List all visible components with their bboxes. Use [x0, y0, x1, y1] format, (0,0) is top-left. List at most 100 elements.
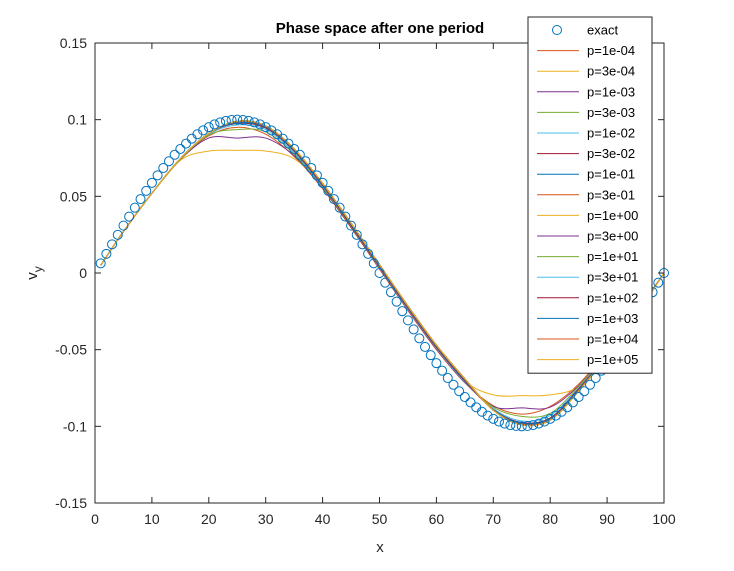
exact-marker — [300, 156, 311, 167]
exact-marker — [567, 397, 578, 408]
exact-marker — [237, 114, 248, 125]
exact-marker — [203, 122, 214, 133]
exact-marker — [334, 202, 345, 213]
exact-marker — [192, 129, 203, 140]
exact-marker — [129, 202, 140, 213]
exact-marker — [528, 420, 539, 431]
x-tick-label: 70 — [486, 511, 502, 527]
y-tick-label: 0.1 — [68, 112, 88, 128]
exact-marker — [118, 220, 129, 231]
exact-marker — [476, 406, 487, 417]
exact-marker — [425, 350, 436, 361]
exact-marker — [499, 418, 510, 429]
exact-marker — [340, 211, 351, 222]
exact-marker — [328, 194, 339, 205]
y-tick-label: 0 — [79, 265, 87, 281]
exact-marker — [243, 115, 254, 126]
legend-label-7: p=1e-01 — [587, 167, 635, 182]
x-tick-label: 20 — [201, 511, 217, 527]
exact-marker — [146, 177, 157, 188]
exact-marker — [141, 185, 152, 196]
exact-marker — [255, 119, 266, 130]
exact-marker — [516, 421, 527, 432]
exact-marker — [448, 379, 459, 390]
exact-marker — [431, 358, 442, 369]
legend-label-1: p=1e-04 — [587, 43, 635, 58]
legend-label-5: p=1e-02 — [587, 126, 635, 141]
x-tick-label: 60 — [429, 511, 445, 527]
exact-marker — [357, 239, 368, 250]
legend-label-8: p=3e-01 — [587, 187, 635, 202]
exact-marker — [266, 125, 277, 136]
exact-marker — [437, 365, 448, 376]
exact-marker — [368, 258, 379, 269]
exact-marker — [311, 170, 322, 181]
exact-marker — [573, 392, 584, 403]
x-tick-label: 0 — [91, 511, 99, 527]
y-axis-label-subscript: y — [31, 266, 45, 272]
exact-marker — [653, 277, 664, 288]
exact-marker — [465, 397, 476, 408]
series-line-16 — [100, 120, 665, 427]
exact-marker — [323, 185, 334, 196]
exact-marker — [397, 306, 408, 317]
exact-marker — [488, 413, 499, 424]
exact-marker — [414, 333, 425, 344]
x-tick-label: 40 — [315, 511, 331, 527]
legend-label-14: p=1e+03 — [587, 311, 638, 326]
exact-marker — [351, 229, 362, 240]
legend-label-13: p=1e+02 — [587, 290, 638, 305]
legend-label-exact: exact — [587, 23, 618, 38]
exact-marker — [277, 133, 288, 144]
x-tick-label: 80 — [542, 511, 558, 527]
exact-marker — [101, 248, 112, 259]
legend: exact p=1e-04 p=3e-04 p=1e-03 p=3e-03 p=1e-02… — [527, 16, 653, 374]
exact-marker — [385, 287, 396, 298]
legend-label-15: p=1e+04 — [587, 332, 638, 347]
y-tick-label: 0.15 — [60, 35, 87, 51]
legend-label-3: p=1e-03 — [587, 84, 635, 99]
y-tick-label: -0.1 — [63, 418, 87, 434]
exact-marker — [135, 194, 146, 205]
exact-marker — [181, 138, 192, 149]
exact-marker — [482, 410, 493, 421]
exact-marker — [158, 162, 169, 173]
exact-marker — [232, 114, 243, 125]
exact-marker — [152, 170, 163, 181]
legend-label-2: p=3e-04 — [587, 64, 635, 79]
exact-marker — [585, 379, 596, 390]
legend-label-12: p=3e+01 — [587, 270, 638, 285]
legend-label-10: p=3e+00 — [587, 229, 638, 244]
chart-title: Phase space after one period — [276, 20, 484, 37]
exact-marker — [306, 162, 317, 173]
exact-marker — [163, 156, 174, 167]
exact-marker — [539, 416, 550, 427]
exact-marker — [442, 373, 453, 384]
exact-marker — [124, 211, 135, 222]
exact-marker — [363, 248, 374, 259]
exact-marker — [107, 239, 118, 250]
exact-marker — [380, 277, 391, 288]
legend-label-16: p=1e+05 — [587, 352, 638, 367]
exact-marker — [408, 324, 419, 335]
exact-marker — [550, 410, 561, 421]
exact-marker — [533, 418, 544, 429]
exact-marker — [226, 114, 237, 125]
x-tick-label: 50 — [372, 511, 388, 527]
y-axis-label: vy — [24, 266, 45, 280]
exact-marker — [95, 258, 106, 269]
x-axis-label: x — [376, 539, 384, 556]
ticks-layer: 0 10 20 30 40 50 60 70 80 90 100 0.15 0.1 0.05 0 -0.05 -… — [55, 35, 676, 527]
exact-marker — [493, 416, 504, 427]
exact-marker — [198, 125, 209, 136]
exact-marker — [454, 386, 465, 397]
exact-marker — [511, 421, 522, 432]
legend-marker-exact — [552, 25, 562, 35]
exact-marker — [545, 413, 556, 424]
y-tick-label: 0.05 — [60, 188, 87, 204]
y-axis-label-main: v — [24, 272, 41, 280]
legend-label-9: p=1e+00 — [587, 208, 638, 223]
exact-marker — [220, 115, 231, 126]
